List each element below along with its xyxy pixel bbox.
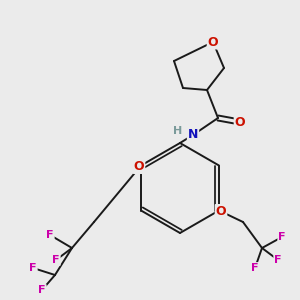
Text: N: N bbox=[188, 128, 198, 142]
Text: F: F bbox=[46, 230, 54, 240]
Text: O: O bbox=[235, 116, 245, 128]
Text: F: F bbox=[251, 263, 259, 273]
Text: H: H bbox=[173, 126, 183, 136]
Text: F: F bbox=[38, 285, 46, 295]
Text: F: F bbox=[274, 255, 282, 265]
Text: F: F bbox=[278, 232, 286, 242]
Text: O: O bbox=[134, 160, 144, 173]
Text: F: F bbox=[52, 255, 60, 265]
Text: O: O bbox=[208, 35, 218, 49]
Text: O: O bbox=[216, 205, 226, 218]
Text: F: F bbox=[29, 263, 37, 273]
